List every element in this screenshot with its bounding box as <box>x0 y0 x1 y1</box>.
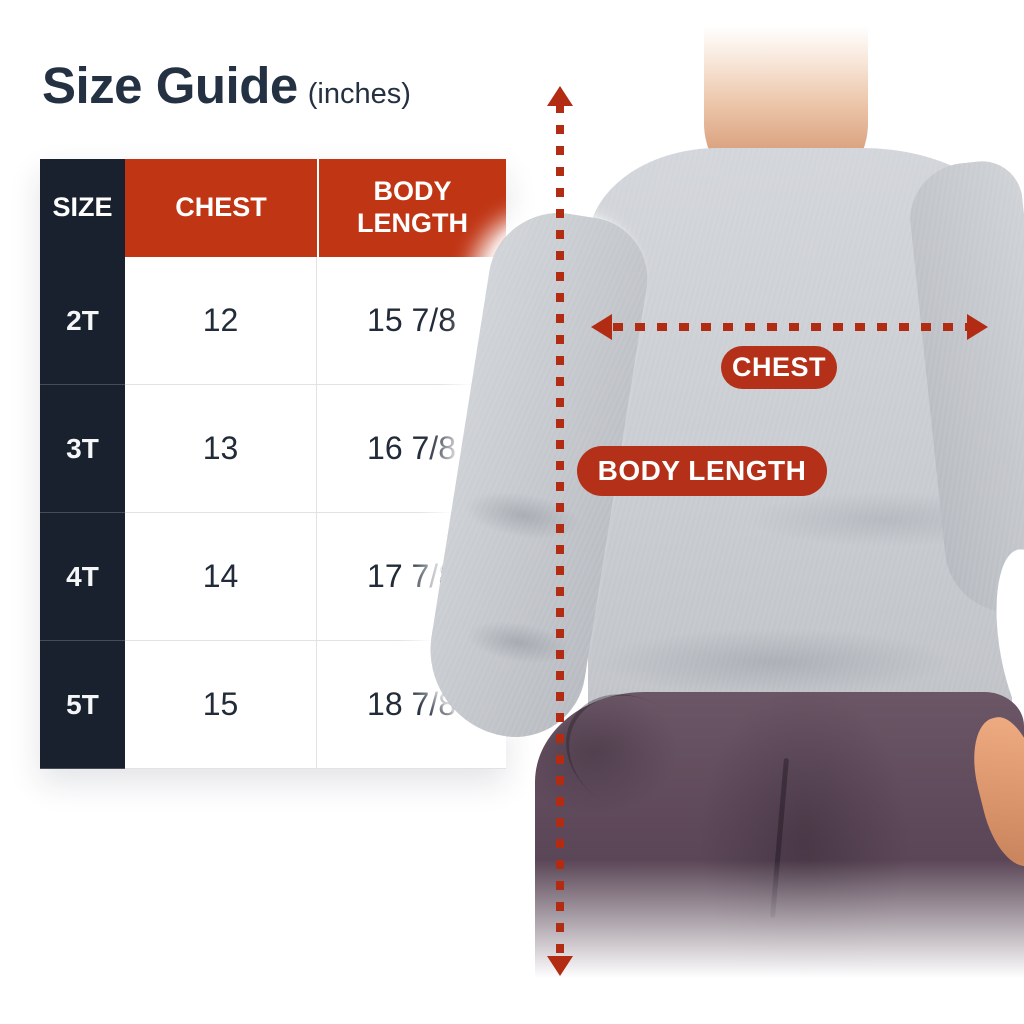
page-title: Size Guide (inches) <box>42 56 411 115</box>
arrow-up-icon <box>547 86 573 106</box>
header-body-length: BODY LENGTH <box>317 159 506 257</box>
size-cell: 2T <box>40 257 125 385</box>
title-text: Size Guide <box>42 57 298 114</box>
header-size: SIZE <box>40 159 125 257</box>
photo-bottom-fade <box>430 860 1024 1024</box>
size-cell: 4T <box>40 513 125 641</box>
chest-value: 13 <box>125 385 317 513</box>
body-length-badge: BODY LENGTH <box>577 446 827 496</box>
arrow-left-icon <box>591 314 612 340</box>
body-length-value: 15 7/8 <box>317 257 506 385</box>
chest-value: 12 <box>125 257 317 385</box>
dotted-line-vertical <box>556 104 564 956</box>
header-chest: CHEST <box>125 159 317 257</box>
arrow-down-icon <box>547 956 573 976</box>
chest-value: 15 <box>125 641 317 769</box>
size-cell: 5T <box>40 641 125 769</box>
size-cell: 3T <box>40 385 125 513</box>
chest-value: 14 <box>125 513 317 641</box>
title-unit: (inches) <box>307 78 411 110</box>
arrow-right-icon <box>967 314 988 340</box>
chest-badge: CHEST <box>721 346 837 389</box>
dotted-line-horizontal <box>613 323 967 331</box>
